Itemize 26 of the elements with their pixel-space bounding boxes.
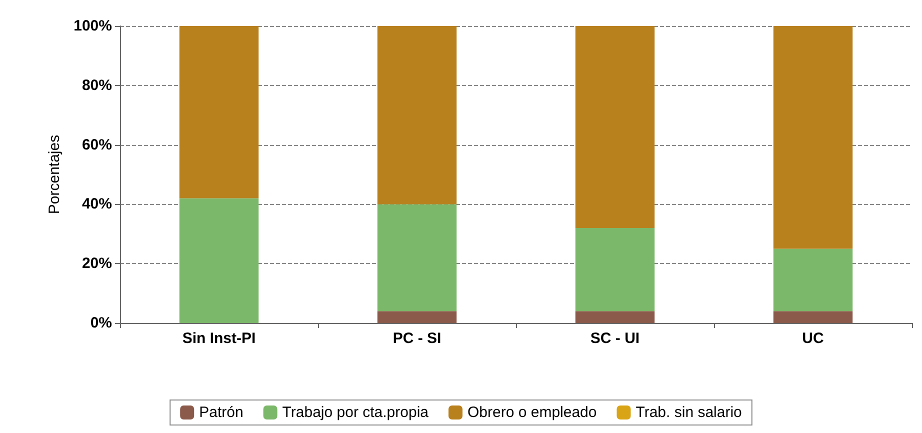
x-tick-label: Sin Inst-PI [182,330,256,347]
y-tick-label: 80% [82,76,112,94]
legend-label: Obrero o empleado [467,404,597,421]
legend-label: Trabajo por cta.propia [282,404,430,421]
y-axis-title: Porcentajes [46,134,63,214]
bar [377,26,457,204]
bar [773,311,853,323]
x-tick-label: UC [802,330,824,347]
legend-label: Patrón [199,404,244,421]
y-tick-label: 100% [74,18,112,34]
bar [575,26,655,228]
bar [377,311,457,323]
bar [575,228,655,312]
bar [773,26,853,249]
x-tick-label: PC - SI [392,330,442,347]
x-tick-label: SC - UI [590,330,640,347]
y-tick-label: 40% [82,196,112,213]
bar [575,311,655,323]
legend-label: Trab. sin salario [636,404,742,421]
bar [179,198,259,323]
bar [377,204,457,312]
bar [773,248,853,312]
y-tick-label: 20% [82,255,112,272]
y-tick-label: 0% [90,314,112,332]
y-tick-label: 60% [82,136,112,154]
bar [179,26,259,198]
